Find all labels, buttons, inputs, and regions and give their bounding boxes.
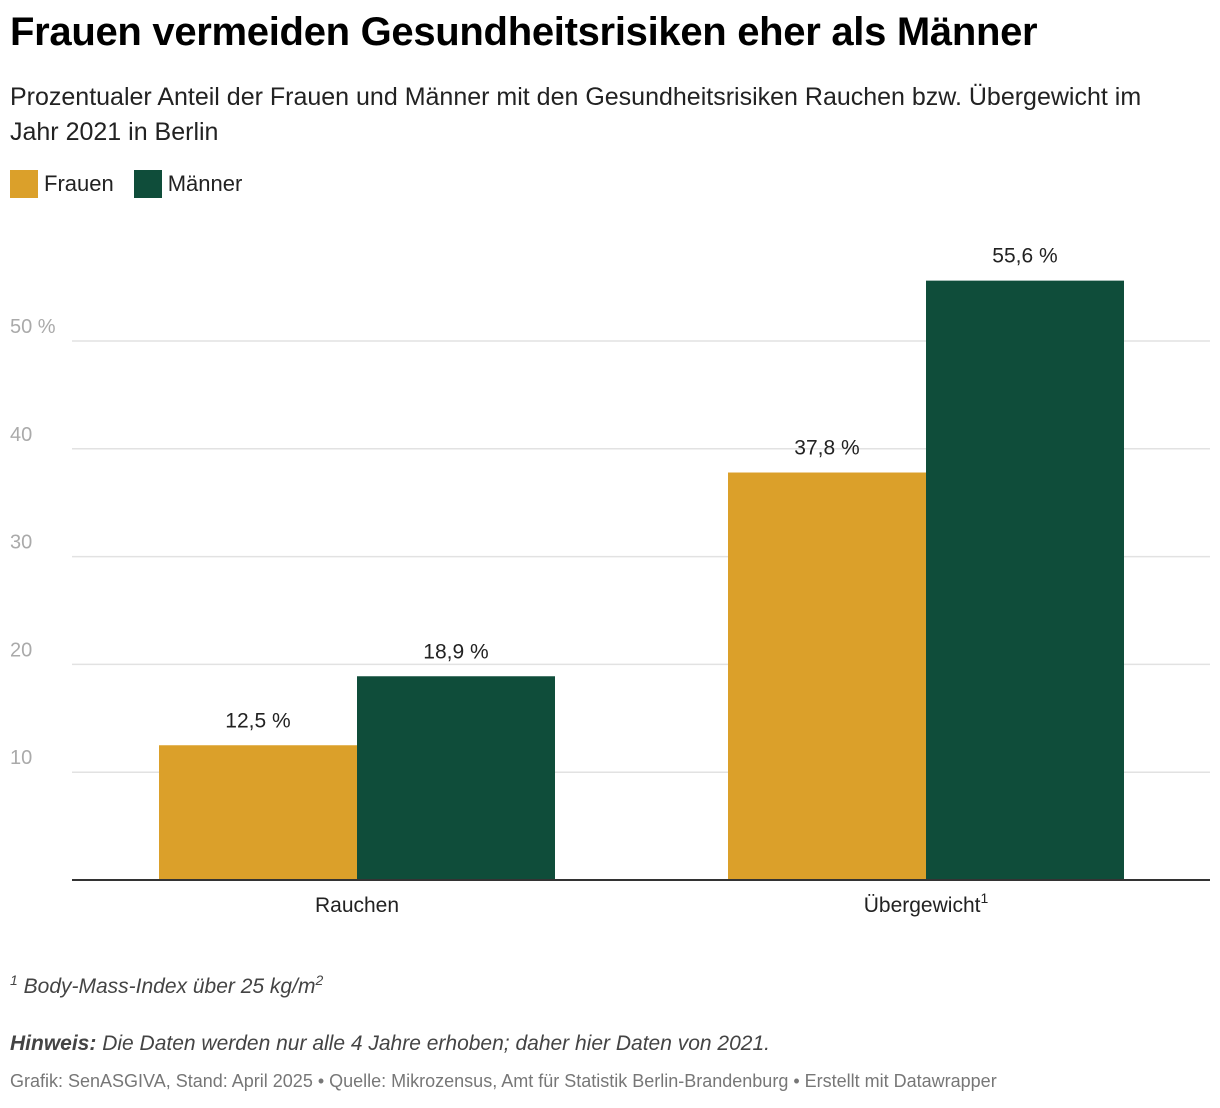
hint-note: Hinweis: Die Daten werden nur alle 4 Jah… [10,1032,770,1056]
bar-frauen-0 [159,745,357,880]
data-label: 12,5 % [225,709,290,732]
hint-label: Hinweis: [10,1032,97,1055]
footnote-text: Body-Mass-Index über 25 kg/m [23,975,316,998]
data-label: 18,9 % [423,640,488,663]
legend: Frauen Männer [10,170,262,198]
bar-frauen-1 [728,472,926,880]
x-tick-label: Übergewicht1 [864,890,989,917]
y-tick-label: 20 [10,639,32,661]
x-tick-label: Rauchen [315,894,399,917]
data-label: 37,8 % [794,437,859,460]
y-tick-label: 30 [10,532,32,554]
chart-subtitle: Prozentualer Anteil der Frauen und Männe… [10,83,1142,146]
hint-text: Die Daten werden nur alle 4 Jahre erhobe… [102,1032,770,1055]
legend-label-frauen: Frauen [44,171,114,196]
chart-title: Frauen vermeiden Gesundheitsrisiken eher… [10,10,1038,54]
legend-label-maenner: Männer [167,171,243,196]
y-tick-label: 50 % [10,316,56,338]
x-tick-superscript: 1 [980,890,988,906]
footnote: 1 Body-Mass-Index über 25 kg/m2 [10,972,323,999]
legend-swatch-maenner [133,170,162,198]
bar-maenner-0 [357,676,555,880]
bar-maenner-1 [926,280,1124,881]
data-label: 55,6 % [992,245,1057,268]
legend-swatch-frauen [10,170,38,198]
footnote-marker: 1 [10,972,18,988]
y-tick-label: 10 [10,747,32,769]
legend-item-maenner: Männer [133,170,243,198]
y-tick-label: 40 [10,424,32,446]
legend-item-frauen: Frauen [10,170,114,198]
footnote-exponent: 2 [315,972,324,988]
bar-chart: 10 20 30 40 50 % 12,5 % 18,9 % Rauchen 37,8 % 55,… [10,245,1210,917]
source-line: Grafik: SenASGIVA, Stand: April 2025 • Q… [10,1071,997,1091]
